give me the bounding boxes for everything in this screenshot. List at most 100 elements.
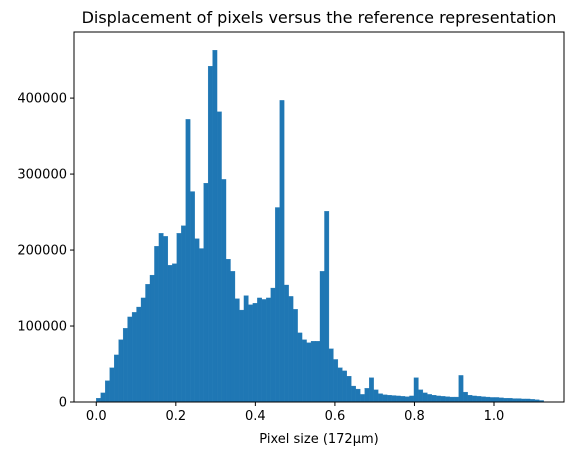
histogram-bar xyxy=(476,396,482,403)
histogram-bar xyxy=(315,341,321,403)
histogram-bar xyxy=(136,306,142,403)
histogram-bar xyxy=(288,296,294,403)
histogram-bar xyxy=(172,263,177,403)
histogram-bar xyxy=(395,395,401,403)
histogram-bar xyxy=(234,298,240,403)
x-tick-label: 0.8 xyxy=(404,409,425,424)
y-tick-label: 300000 xyxy=(17,168,67,183)
plot-frame xyxy=(73,31,565,403)
histogram-bar xyxy=(194,238,200,403)
histogram-bar xyxy=(207,66,213,403)
histogram-bar xyxy=(190,191,195,403)
y-tick-label: 100000 xyxy=(17,320,67,335)
histogram-bar xyxy=(185,119,191,403)
histogram-bar xyxy=(463,391,468,403)
y-axis-ticks: 0 100000 200000 300000 400000 xyxy=(17,92,74,411)
histogram-bar xyxy=(221,179,227,403)
histogram-bar xyxy=(266,297,271,403)
histogram-bar xyxy=(337,367,343,403)
histogram-bar xyxy=(167,265,173,403)
x-tick-label: 0.4 xyxy=(245,409,266,424)
histogram-bar xyxy=(333,359,339,403)
histogram-bar xyxy=(400,396,406,403)
histogram-bar xyxy=(449,396,455,403)
histogram-bar xyxy=(467,395,473,403)
histogram-bar xyxy=(360,394,365,403)
histogram-bar xyxy=(351,385,356,403)
histogram-bar xyxy=(319,271,325,403)
histogram-bar xyxy=(96,398,101,403)
histogram-bar xyxy=(114,354,119,403)
histogram-bar xyxy=(270,287,276,403)
histogram-bar xyxy=(458,375,464,403)
x-axis-ticks: 0.0 0.2 0.4 0.6 0.8 1.0 xyxy=(86,402,504,424)
histogram-bar xyxy=(409,395,415,403)
histogram-bar xyxy=(140,297,146,403)
histogram-bar xyxy=(105,380,110,403)
histogram-bar xyxy=(275,207,280,403)
histogram-bar xyxy=(489,397,495,403)
histogram-bar xyxy=(382,394,388,403)
histogram-bar xyxy=(212,50,218,403)
histogram-bar xyxy=(364,388,370,403)
histogram-bar xyxy=(454,396,459,403)
x-axis-label: Pixel size (172µm) xyxy=(259,432,378,447)
y-tick-label: 0 xyxy=(59,396,67,411)
histogram-bar xyxy=(355,388,361,403)
histogram-bar xyxy=(158,233,164,403)
histogram-bar xyxy=(422,392,428,403)
histogram-bar xyxy=(404,396,410,403)
histogram-bar xyxy=(328,348,334,403)
histogram-bar xyxy=(154,246,160,403)
histogram-bar xyxy=(109,367,115,403)
x-tick-label: 0.0 xyxy=(86,409,107,424)
histogram-bar xyxy=(145,284,151,403)
histogram-bar xyxy=(391,395,397,403)
histogram-bar xyxy=(413,377,419,403)
histogram-bar xyxy=(512,398,518,403)
histogram-bar xyxy=(485,396,491,403)
histogram-bar xyxy=(342,370,347,403)
y-tick-label: 200000 xyxy=(17,244,67,259)
histogram-bar xyxy=(181,225,186,403)
y-tick-label: 400000 xyxy=(17,92,67,107)
histogram-bar xyxy=(503,398,509,403)
histogram-bar xyxy=(440,396,446,403)
histogram-bar xyxy=(127,316,133,403)
histogram-bar xyxy=(480,396,486,403)
histogram-bar xyxy=(248,304,254,403)
x-tick-label: 1.0 xyxy=(484,409,505,424)
histogram-bar xyxy=(306,342,312,403)
histogram-bar xyxy=(310,341,316,403)
histogram-bar xyxy=(100,392,106,403)
histogram-bar xyxy=(239,309,245,403)
histogram-bar xyxy=(418,389,424,403)
histogram-bar xyxy=(297,332,303,403)
histogram-bar xyxy=(284,284,289,403)
histogram-bar xyxy=(494,397,500,403)
histogram-bar xyxy=(122,328,128,403)
histogram-bar xyxy=(431,395,437,403)
histogram-bar xyxy=(301,339,307,403)
histogram-bar xyxy=(279,100,285,403)
histogram-bar xyxy=(386,395,392,403)
histogram-bar xyxy=(252,303,258,403)
histogram-bar xyxy=(225,259,231,403)
histogram-bar xyxy=(369,377,374,403)
histogram-bar xyxy=(149,274,155,403)
histogram-bar xyxy=(373,389,379,403)
histogram-bar xyxy=(216,111,222,403)
histogram-bar xyxy=(507,398,513,403)
histogram-bar xyxy=(131,312,137,403)
histogram-bar xyxy=(471,395,477,403)
histogram-bar xyxy=(243,295,249,403)
x-tick-label: 0.2 xyxy=(165,409,186,424)
histogram-bar xyxy=(257,297,262,403)
chart-title: Displacement of pixels versus the refere… xyxy=(82,8,557,27)
histogram-bar xyxy=(199,248,204,403)
histogram-bar xyxy=(118,339,124,403)
histogram-bar xyxy=(378,393,383,403)
histogram-bar xyxy=(176,233,182,403)
histogram-bar xyxy=(324,211,330,403)
